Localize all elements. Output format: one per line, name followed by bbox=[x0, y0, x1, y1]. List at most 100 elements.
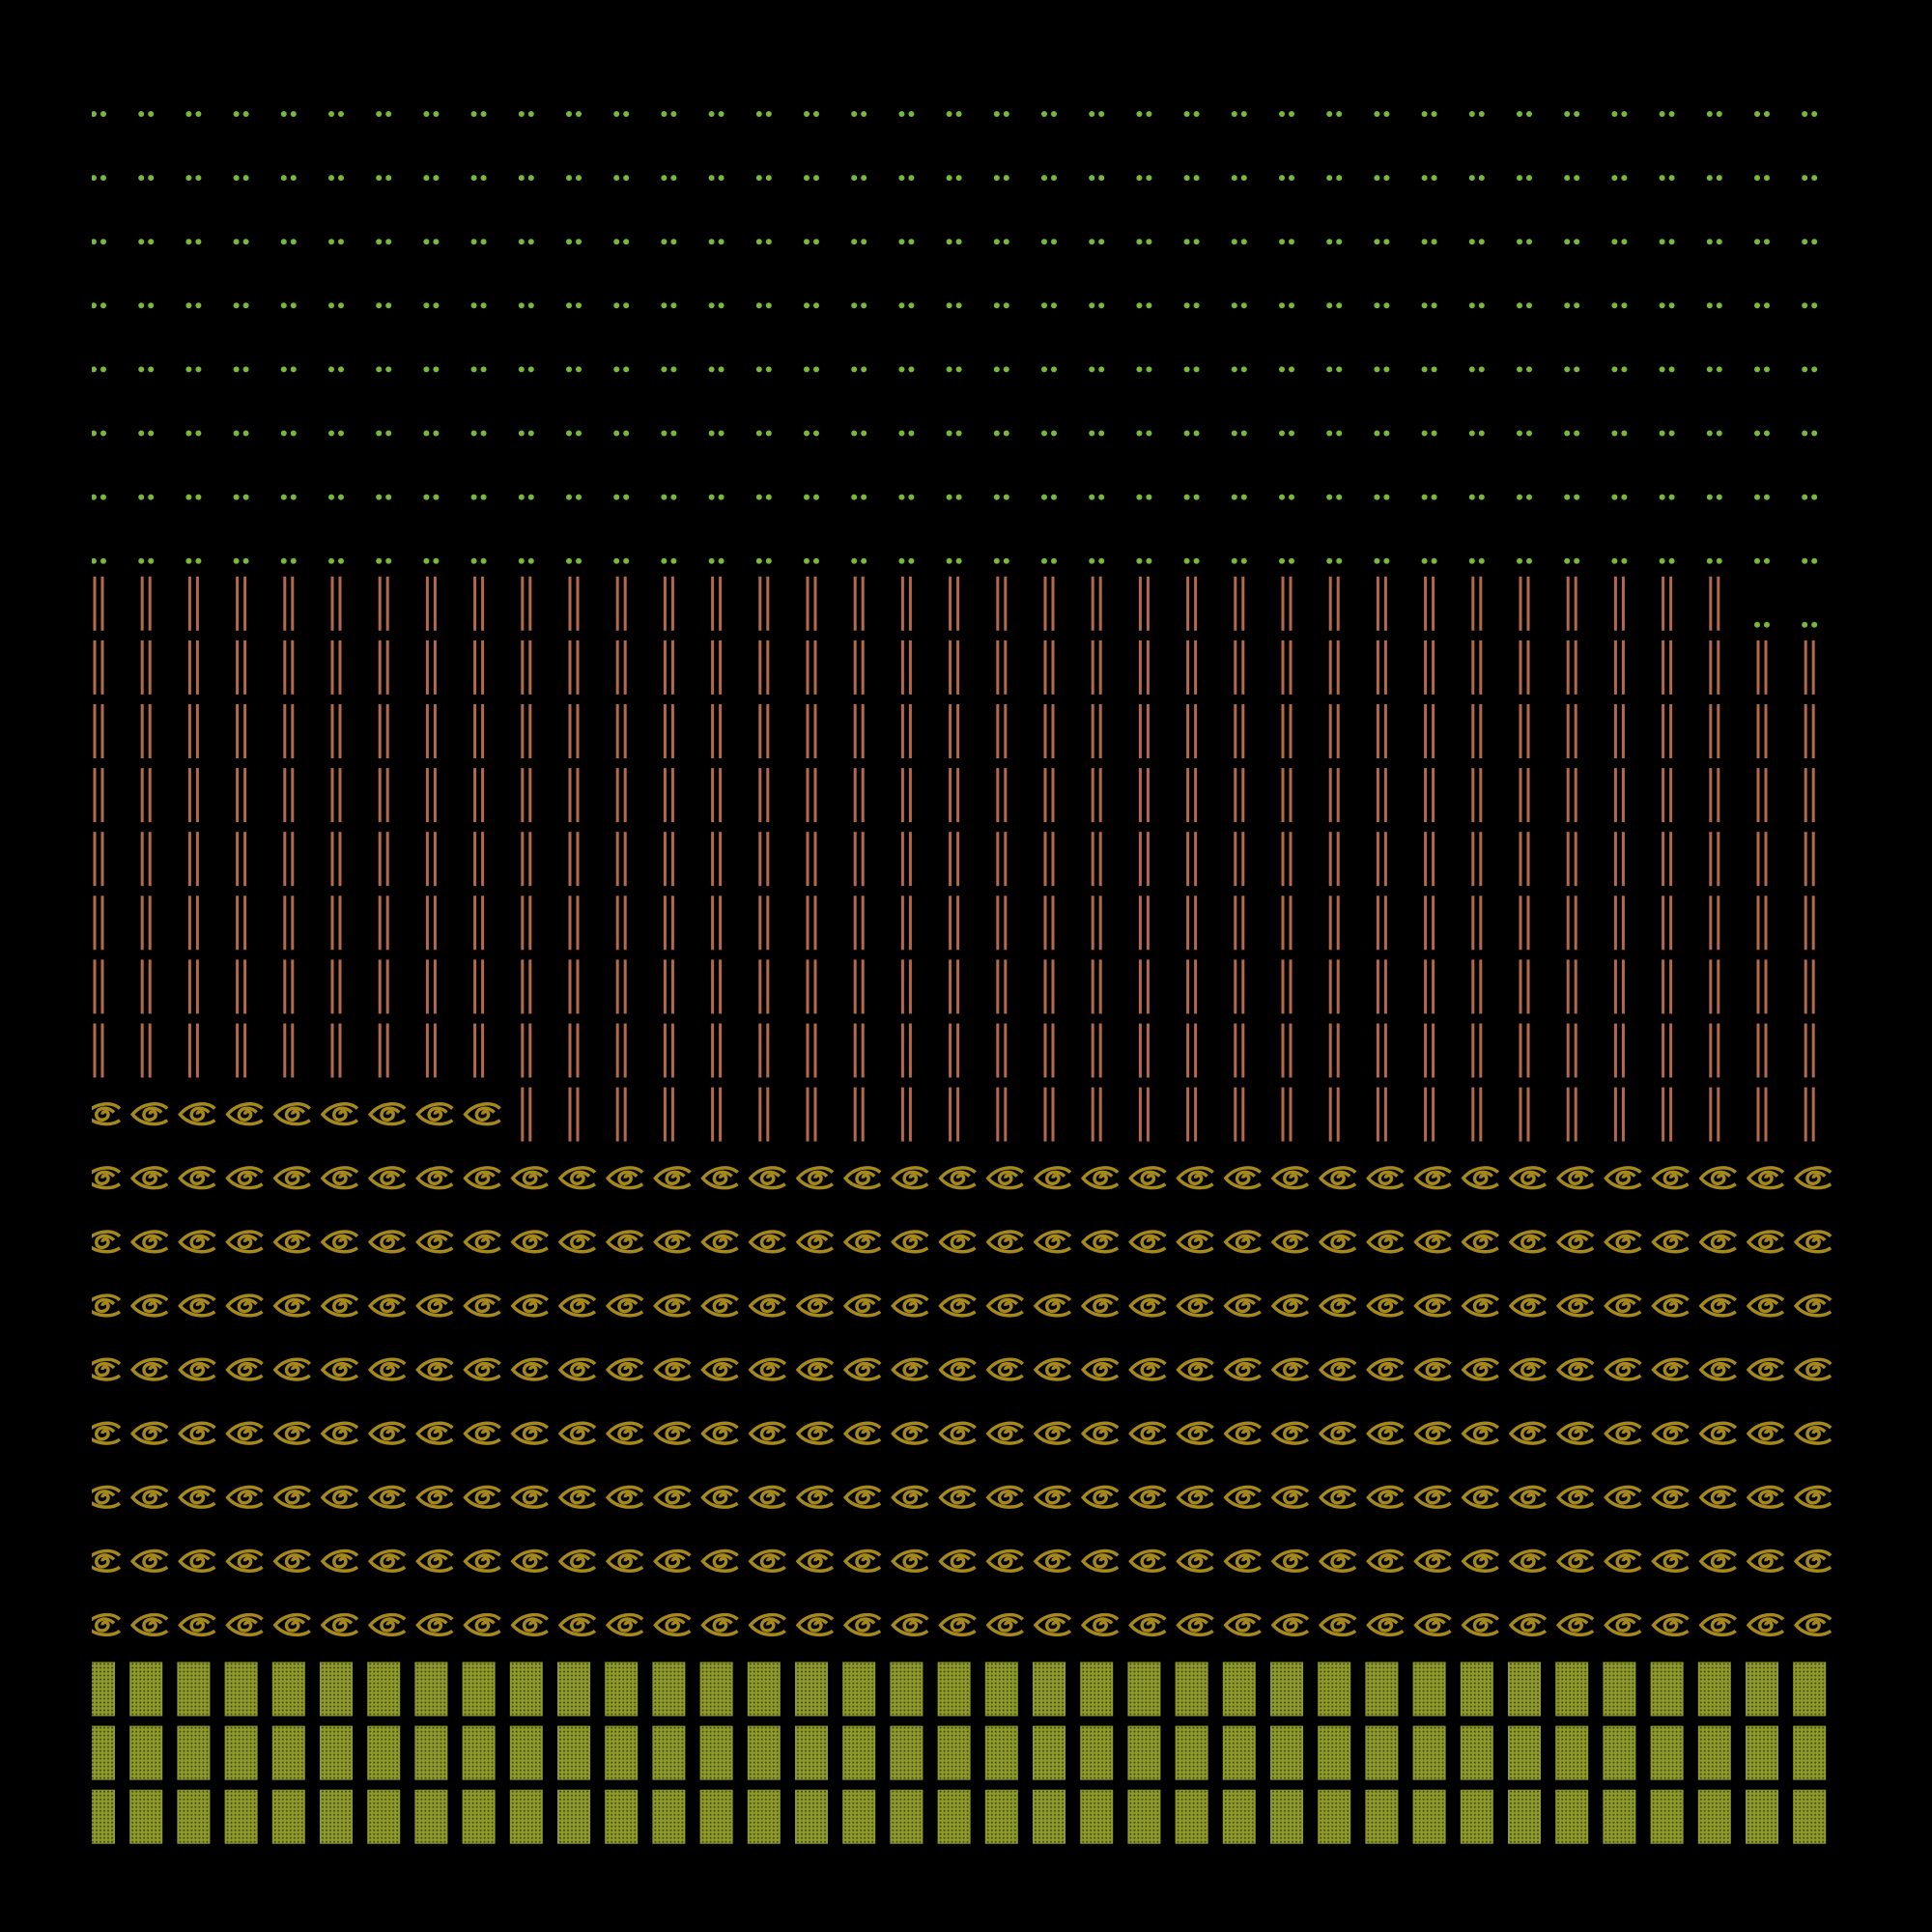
waffle-cell bbox=[224, 1662, 258, 1717]
waffle-cell bbox=[376, 111, 392, 117]
waffle-cell bbox=[1080, 1548, 1120, 1573]
waffle-cell bbox=[187, 639, 199, 695]
waffle-cell bbox=[320, 1548, 359, 1573]
waffle-cell bbox=[1662, 639, 1673, 695]
waffle-cell bbox=[330, 576, 342, 631]
waffle-cell bbox=[129, 1612, 169, 1637]
waffle-cell bbox=[225, 1102, 264, 1126]
waffle-cell bbox=[328, 302, 344, 309]
waffle-cell bbox=[938, 1421, 977, 1445]
waffle-cell bbox=[1376, 576, 1387, 631]
waffle-cell bbox=[425, 832, 437, 887]
waffle-cell bbox=[890, 1662, 923, 1717]
waffle-cell bbox=[1613, 895, 1625, 951]
waffle-cell bbox=[613, 302, 630, 309]
waffle-cell bbox=[661, 494, 677, 500]
waffle-cell bbox=[851, 430, 867, 437]
waffle-cell bbox=[283, 959, 295, 1014]
waffle-cell bbox=[758, 768, 770, 823]
waffle-cell bbox=[615, 1087, 627, 1142]
waffle-cell bbox=[272, 1166, 312, 1190]
waffle-cell bbox=[1613, 639, 1625, 695]
waffle-cell bbox=[711, 704, 723, 758]
waffle-cell bbox=[1270, 1612, 1310, 1637]
waffle-cell bbox=[1517, 366, 1532, 373]
waffle-cell bbox=[652, 1725, 686, 1780]
waffle-cell bbox=[1366, 1612, 1405, 1637]
waffle-cell bbox=[1366, 1357, 1405, 1381]
waffle-cell bbox=[557, 1725, 590, 1780]
waffle-cell bbox=[129, 1548, 169, 1573]
waffle-cell bbox=[1611, 239, 1628, 245]
waffle-cell bbox=[177, 1789, 211, 1844]
waffle-cell bbox=[470, 366, 487, 373]
waffle-cell bbox=[283, 832, 295, 887]
waffle-cell bbox=[605, 1357, 644, 1381]
waffle-cell bbox=[473, 1023, 485, 1078]
waffle-cell bbox=[1318, 1293, 1357, 1318]
waffle-cell bbox=[1234, 832, 1245, 887]
waffle-cell bbox=[605, 1230, 644, 1254]
waffle-cell bbox=[1128, 1421, 1167, 1445]
waffle-cell bbox=[661, 111, 677, 117]
waffle-cell bbox=[1611, 494, 1628, 500]
waffle-cell bbox=[1270, 1725, 1303, 1780]
waffle-cell bbox=[1080, 1166, 1120, 1190]
waffle-cell bbox=[1709, 1087, 1720, 1142]
waffle-cell bbox=[1281, 895, 1293, 951]
waffle-cell bbox=[1365, 1662, 1399, 1717]
waffle-cell bbox=[1468, 557, 1485, 564]
waffle-cell bbox=[1089, 366, 1105, 373]
waffle-cell bbox=[1270, 1548, 1310, 1573]
waffle-cell bbox=[1555, 1485, 1595, 1509]
waffle-cell bbox=[129, 1357, 169, 1381]
waffle-cell bbox=[509, 1789, 543, 1844]
waffle-cell bbox=[463, 1230, 501, 1254]
waffle-cell bbox=[653, 1548, 692, 1573]
waffle-cell bbox=[1802, 111, 1818, 117]
waffle-cell bbox=[1746, 1612, 1785, 1637]
waffle-cell bbox=[1318, 1421, 1357, 1445]
waffle-cell bbox=[1611, 302, 1628, 309]
waffle-cell bbox=[985, 1612, 1025, 1637]
waffle-cell bbox=[1318, 1485, 1357, 1509]
waffle-cell bbox=[1033, 1166, 1072, 1190]
waffle-cell bbox=[93, 704, 104, 758]
waffle-cell bbox=[748, 1230, 787, 1254]
waffle-cell bbox=[1508, 1789, 1541, 1844]
waffle-cell bbox=[93, 639, 104, 695]
waffle-cell bbox=[949, 768, 960, 823]
waffle-cell bbox=[1662, 576, 1673, 631]
waffle-cell bbox=[376, 302, 392, 309]
waffle-cell bbox=[1651, 1421, 1690, 1445]
waffle-cell bbox=[946, 239, 962, 245]
waffle-cell bbox=[510, 1166, 550, 1190]
waffle-cell bbox=[1468, 302, 1485, 309]
waffle-cell bbox=[1421, 111, 1437, 117]
waffle-cell bbox=[283, 768, 295, 823]
waffle-cell bbox=[1223, 1230, 1263, 1254]
waffle-cell bbox=[1566, 639, 1577, 695]
waffle-cell bbox=[1698, 1485, 1738, 1509]
waffle-cell bbox=[557, 1789, 590, 1844]
waffle-cell bbox=[755, 175, 772, 182]
waffle-cell bbox=[1746, 1485, 1785, 1509]
waffle-cell bbox=[236, 639, 247, 695]
waffle-cell bbox=[1234, 704, 1245, 758]
waffle-cell bbox=[758, 576, 770, 631]
waffle-cell bbox=[328, 111, 344, 117]
waffle-cell bbox=[187, 576, 199, 631]
waffle-cell bbox=[376, 175, 392, 182]
waffle-cell bbox=[378, 895, 389, 951]
waffle-cell bbox=[376, 239, 392, 245]
waffle-cell bbox=[804, 557, 819, 564]
waffle-cell bbox=[605, 1725, 639, 1780]
waffle-cell bbox=[1033, 1725, 1065, 1780]
waffle-cell bbox=[1519, 639, 1530, 695]
waffle-cell bbox=[378, 576, 389, 631]
waffle-cell bbox=[1376, 895, 1387, 951]
waffle-cell bbox=[661, 239, 677, 245]
waffle-cell bbox=[1033, 1662, 1065, 1717]
waffle-cell bbox=[1468, 111, 1485, 117]
waffle-cell bbox=[473, 959, 485, 1014]
